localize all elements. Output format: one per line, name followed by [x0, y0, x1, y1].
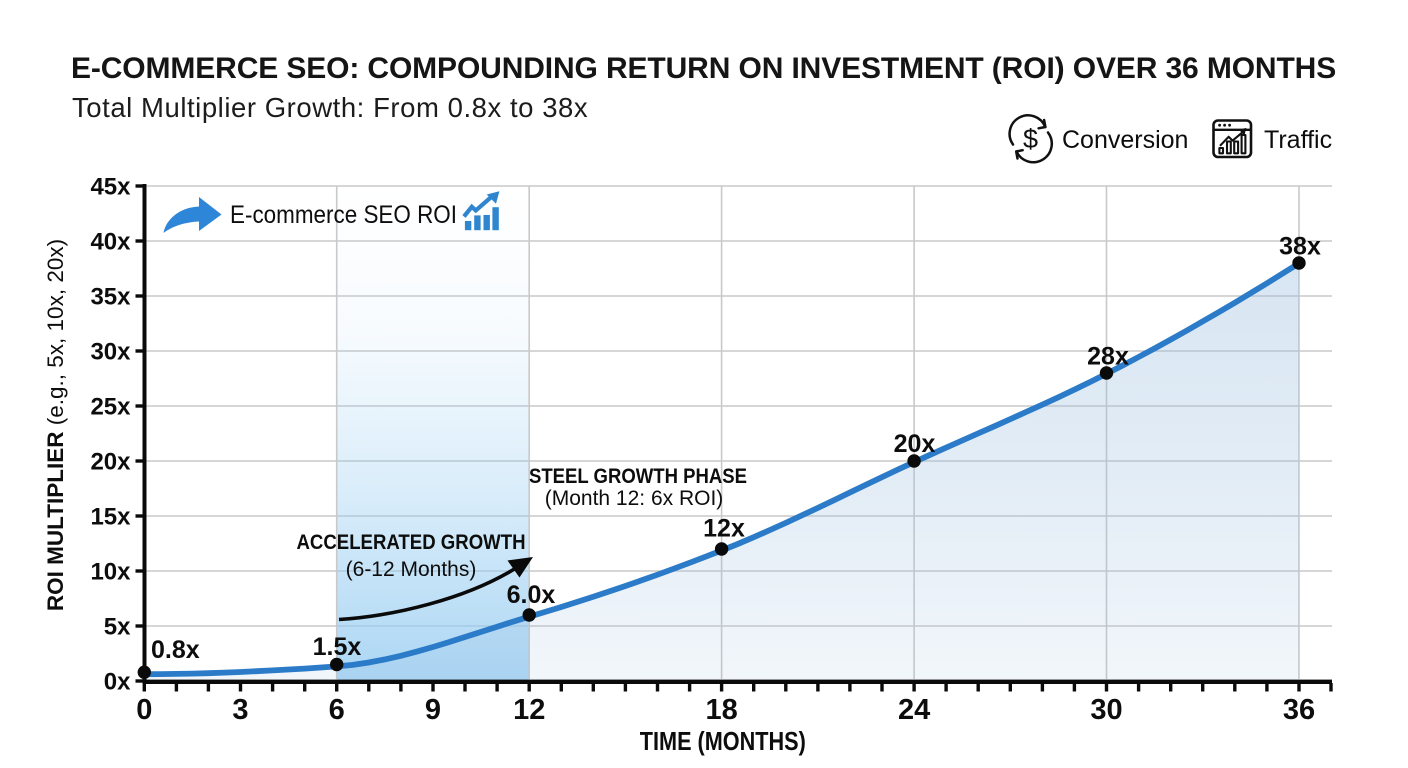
svg-text:(Month 12: 6x ROI): (Month 12: 6x ROI) [545, 487, 724, 510]
svg-text:12x: 12x [703, 515, 745, 543]
svg-text:20x: 20x [90, 449, 131, 476]
svg-text:36: 36 [1283, 694, 1315, 726]
svg-text:25x: 25x [90, 394, 131, 421]
svg-text:12: 12 [513, 694, 545, 726]
svg-text:6.0x: 6.0x [507, 581, 556, 609]
svg-text:STEEL GROWTH PHASE: STEEL GROWTH PHASE [529, 465, 747, 488]
svg-text:$: $ [1023, 124, 1038, 154]
svg-text:35x: 35x [90, 284, 131, 311]
svg-text:ROI MULTIPLIER (e.g., 5x, 10x,: ROI MULTIPLIER (e.g., 5x, 10x, 20x) [43, 239, 68, 611]
svg-text:15x: 15x [90, 504, 131, 531]
svg-text:TIME (MONTHS): TIME (MONTHS) [640, 726, 806, 756]
svg-text:E-commerce SEO ROI: E-commerce SEO ROI [230, 201, 457, 229]
svg-text:20x: 20x [894, 430, 936, 458]
svg-text:6: 6 [329, 694, 345, 726]
svg-text:(6-12 Months): (6-12 Months) [346, 558, 477, 581]
svg-text:3: 3 [232, 694, 248, 726]
svg-text:1.5x: 1.5x [313, 633, 362, 661]
svg-text:10x: 10x [90, 559, 131, 586]
svg-text:0.8x: 0.8x [151, 636, 200, 664]
svg-text:0: 0 [136, 694, 152, 726]
svg-text:ACCELERATED GROWTH: ACCELERATED GROWTH [297, 531, 526, 554]
svg-text:9: 9 [425, 694, 441, 726]
svg-text:24: 24 [898, 694, 930, 726]
svg-text:18: 18 [705, 694, 737, 726]
svg-text:38x: 38x [1279, 233, 1321, 261]
svg-text:40x: 40x [90, 229, 131, 256]
svg-text:28x: 28x [1087, 343, 1129, 371]
svg-text:45x: 45x [90, 174, 131, 201]
svg-text:30x: 30x [90, 339, 131, 366]
svg-text:5x: 5x [104, 614, 131, 641]
svg-text:30: 30 [1090, 694, 1122, 726]
svg-text:0x: 0x [104, 669, 131, 696]
